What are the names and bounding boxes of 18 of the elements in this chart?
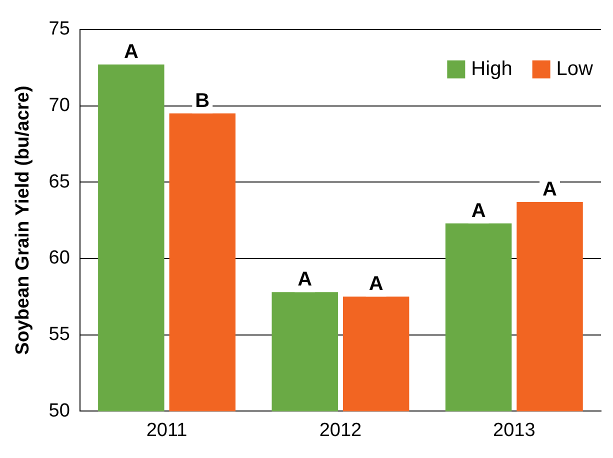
legend-label: Low — [556, 58, 594, 80]
x-tick-label: 2011 — [146, 420, 188, 441]
data-label: A — [542, 178, 557, 200]
y-tick-label: 65 — [48, 171, 70, 192]
x-tick-label: 2012 — [319, 420, 362, 441]
legend-label: High — [471, 58, 512, 80]
y-tick-label: 50 — [48, 400, 70, 422]
data-label: A — [471, 200, 486, 222]
y-tick-label: 70 — [48, 94, 70, 116]
data-label: B — [195, 90, 210, 112]
data-label: A — [298, 268, 312, 291]
x-tick-label: 2013 — [493, 420, 536, 441]
data-label: A — [368, 273, 384, 296]
y-tick-label: 75 — [48, 18, 70, 40]
y-tick-label: 60 — [48, 248, 70, 269]
y-tick-label: 55 — [48, 324, 70, 346]
y-axis-title: Soybean Grain Yield (bu/acre) — [12, 86, 34, 355]
data-label: A — [124, 41, 138, 64]
